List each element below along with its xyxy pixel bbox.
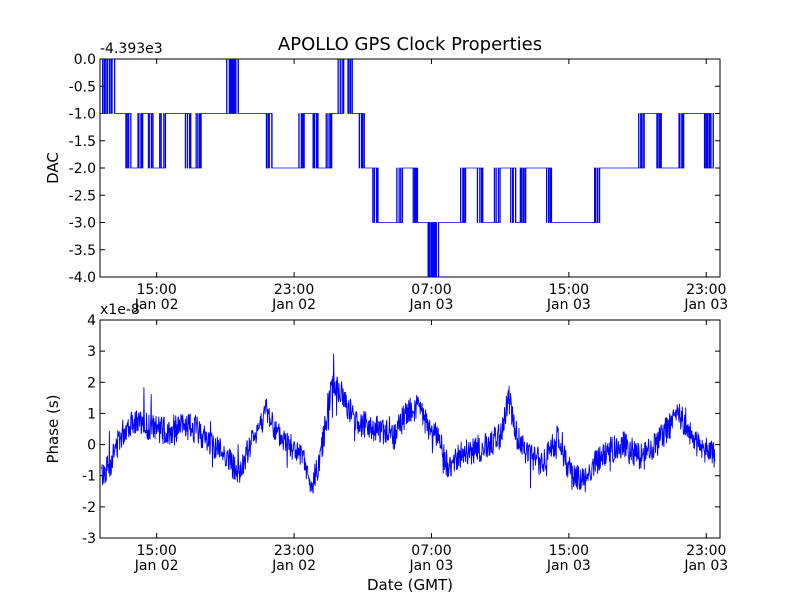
axis-offset-text: x1e-8 — [100, 302, 140, 318]
x-tick-date: Jan 03 — [546, 558, 591, 574]
y-tick-label: -1.0 — [69, 107, 96, 123]
x-tick-time: 15:00 — [136, 282, 176, 298]
x-tick-date: Jan 03 — [683, 297, 728, 313]
x-axis-label: Date (GMT) — [367, 576, 453, 594]
dac-series-line — [102, 59, 714, 277]
x-tick-time: 23:00 — [274, 282, 314, 298]
x-tick-date: Jan 03 — [409, 558, 454, 574]
x-tick-date: Jan 03 — [409, 297, 454, 313]
x-tick-date: Jan 02 — [134, 558, 179, 574]
figure-title: APOLLO GPS Clock Properties — [278, 34, 542, 55]
plot-frame — [99, 319, 721, 539]
y-tick-label: 0 — [87, 438, 96, 454]
x-tick-time: 23:00 — [686, 282, 726, 298]
dac-panel: 0.0 -0.5 -1.0 -1.5 -2.0 -2.5 -3.0 -3.5 -4.0 15:00… — [44, 41, 728, 313]
x-tick-time: 07:00 — [411, 282, 451, 298]
x-tick-time: 15:00 — [549, 543, 589, 559]
y-tick-label: -3.5 — [69, 243, 96, 259]
y-tick-label: -4.0 — [69, 270, 96, 286]
x-tick-date: Jan 03 — [546, 297, 591, 313]
phase-series-line — [101, 353, 716, 494]
y-tick-label: -2 — [82, 500, 96, 516]
y-axis-label: Phase (s) — [44, 394, 62, 463]
y-tick-label: -3.0 — [69, 216, 96, 232]
y-tick-label: 1 — [87, 406, 96, 422]
y-tick-label: 4 — [87, 313, 96, 329]
y-tick-label: -1 — [82, 469, 96, 485]
y-tick-label: 0.0 — [74, 52, 96, 68]
y-tick-label: -2.0 — [69, 161, 96, 177]
y-tick-label: -1.5 — [69, 134, 96, 150]
y-tick-label: -3 — [82, 531, 96, 547]
x-tick-time: 07:00 — [411, 543, 451, 559]
x-tick-time: 15:00 — [549, 282, 589, 298]
x-tick-date: Jan 02 — [271, 558, 316, 574]
y-tick-label: -2.5 — [69, 188, 96, 204]
y-tick-label: 3 — [87, 344, 96, 360]
y-tick-label: 2 — [87, 375, 96, 391]
x-tick-date: Jan 03 — [683, 558, 728, 574]
x-tick-time: 23:00 — [686, 543, 726, 559]
x-tick-date: Jan 02 — [134, 297, 179, 313]
x-tick-date: Jan 02 — [271, 297, 316, 313]
x-tick-time: 23:00 — [274, 543, 314, 559]
x-tick-time: 15:00 — [136, 543, 176, 559]
y-axis-label: DAC — [44, 152, 62, 184]
axis-offset-text: -4.393e3 — [100, 41, 163, 57]
y-tick-label: -0.5 — [69, 79, 96, 95]
